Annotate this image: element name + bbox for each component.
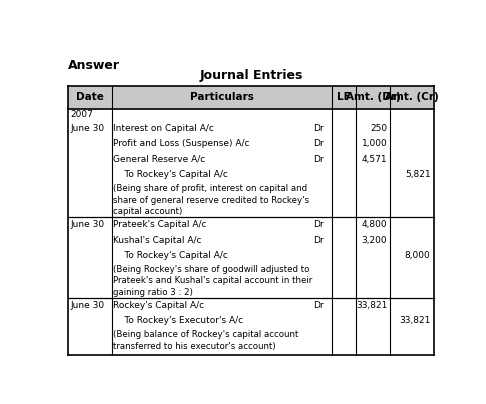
Text: General Reserve A/c: General Reserve A/c <box>114 155 206 164</box>
Text: 3,200: 3,200 <box>362 236 387 244</box>
Text: Answer: Answer <box>68 59 120 72</box>
Text: Dr: Dr <box>313 301 324 310</box>
Text: June 30: June 30 <box>70 220 104 229</box>
Text: 8,000: 8,000 <box>405 251 431 260</box>
Bar <box>68 86 434 109</box>
Text: (Being Rockey's share of goodwill adjusted to
Prateek's and Kushal's capital acc: (Being Rockey's share of goodwill adjust… <box>114 265 312 297</box>
Text: LF: LF <box>337 93 351 103</box>
Text: Dr: Dr <box>313 220 324 229</box>
Text: 4,571: 4,571 <box>362 155 387 164</box>
Text: 250: 250 <box>370 124 387 133</box>
Text: Dr: Dr <box>313 124 324 133</box>
Text: Dr: Dr <box>313 236 324 244</box>
Text: 4,800: 4,800 <box>362 220 387 229</box>
Text: Dr: Dr <box>313 155 324 164</box>
Text: Interest on Capital A/c: Interest on Capital A/c <box>114 124 214 133</box>
Text: To Rockey's Capital A/c: To Rockey's Capital A/c <box>114 251 228 260</box>
Text: Rockey's Capital A/c: Rockey's Capital A/c <box>114 301 205 310</box>
Text: 5,821: 5,821 <box>405 170 431 179</box>
Text: Particulars: Particulars <box>190 93 254 103</box>
Text: 2007: 2007 <box>70 110 93 120</box>
Text: To Rockey's Capital A/c: To Rockey's Capital A/c <box>114 170 228 179</box>
Text: Journal Entries: Journal Entries <box>199 69 303 82</box>
Text: Amt. (Dr): Amt. (Dr) <box>346 93 401 103</box>
Text: To Rockey's Executor's A/c: To Rockey's Executor's A/c <box>114 316 243 325</box>
Text: Profit and Loss (Suspense) A/c: Profit and Loss (Suspense) A/c <box>114 139 250 148</box>
Text: Dr: Dr <box>313 139 324 148</box>
Text: June 30: June 30 <box>70 301 104 310</box>
Text: 33,821: 33,821 <box>356 301 387 310</box>
Text: Kushal's Capital A/c: Kushal's Capital A/c <box>114 236 202 244</box>
Text: Date: Date <box>76 93 104 103</box>
Text: Amt. (Cr): Amt. (Cr) <box>385 93 439 103</box>
Text: June 30: June 30 <box>70 124 104 133</box>
Text: (Being balance of Rockey's capital account
transferred to his executor's account: (Being balance of Rockey's capital accou… <box>114 330 299 351</box>
Text: 1,000: 1,000 <box>362 139 387 148</box>
Text: (Being share of profit, interest on capital and
share of general reserve credite: (Being share of profit, interest on capi… <box>114 184 310 217</box>
Text: Prateek's Capital A/c: Prateek's Capital A/c <box>114 220 207 229</box>
Text: 33,821: 33,821 <box>399 316 431 325</box>
